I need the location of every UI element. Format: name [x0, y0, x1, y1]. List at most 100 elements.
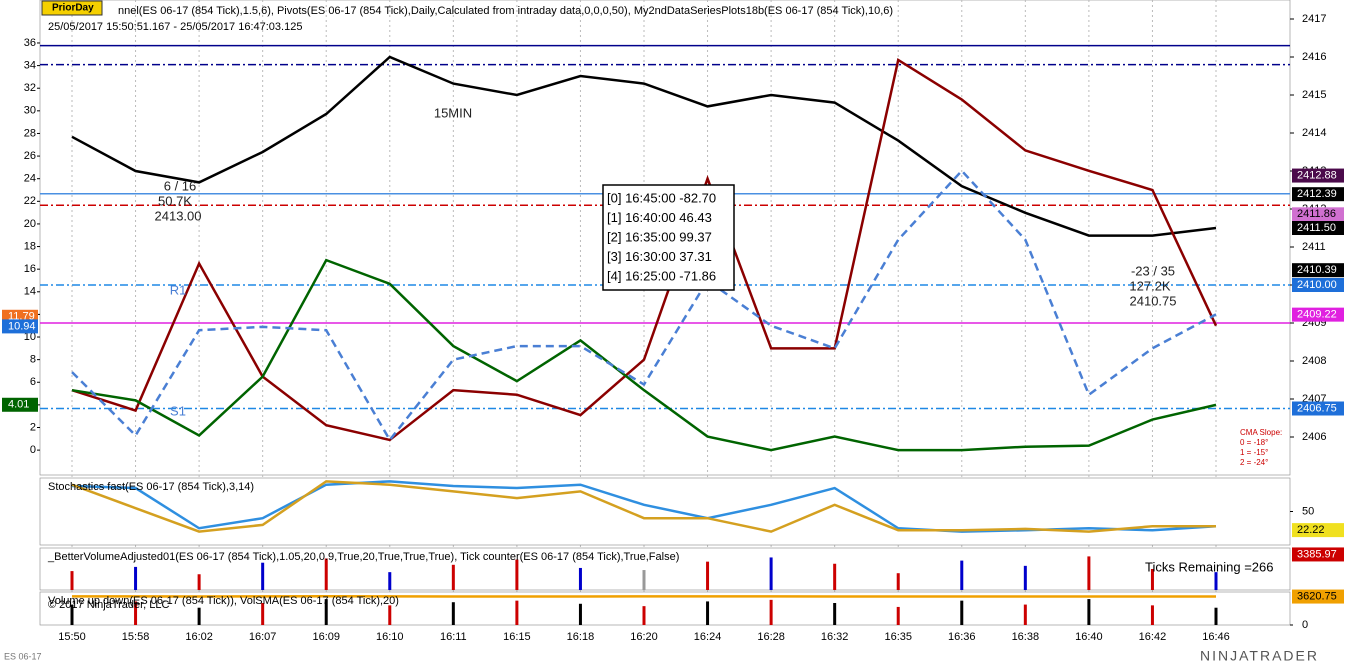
info-line: [3] 16:30:00 37.31	[607, 249, 712, 264]
bar	[451, 564, 455, 590]
price-marker-label: 2411.86	[1297, 208, 1336, 220]
y-tick-label: 50	[1302, 505, 1314, 517]
price-marker-label: 3385.97	[1297, 548, 1337, 560]
y-tick-label: 10	[24, 331, 36, 343]
bar	[388, 572, 392, 590]
price-marker	[1292, 589, 1344, 604]
price-marker	[1292, 523, 1344, 538]
price-marker	[1292, 221, 1344, 235]
x-tick-label: 16:09	[312, 631, 340, 643]
y2-tick-label: 2417	[1302, 13, 1326, 25]
bar	[134, 566, 138, 590]
x-tick-label: 16:35	[884, 631, 912, 643]
bar	[261, 562, 265, 590]
bar	[324, 558, 328, 590]
bar	[578, 567, 582, 590]
symbol: ES 06-17	[4, 651, 42, 661]
bar	[769, 557, 773, 590]
y-tick-label: 26	[24, 150, 36, 162]
bar	[1150, 569, 1154, 590]
price-marker-label: 3620.75	[1297, 590, 1337, 602]
bar	[1214, 607, 1218, 625]
price-marker	[1292, 401, 1344, 416]
y2-tick-label: 2411	[1302, 241, 1326, 253]
price-marker	[1292, 187, 1344, 202]
bar	[706, 601, 710, 625]
annotation: 2410.75	[1130, 293, 1177, 308]
x-tick-label: 16:18	[567, 631, 595, 643]
annotation: 127.2K	[1129, 278, 1171, 293]
bar	[134, 601, 138, 625]
panel	[39, 547, 1291, 591]
panel-title: nnel(ES 06-17 (854 Tick),1.5,6), Pivots(…	[118, 5, 893, 17]
ticks-remaining: Ticks Remaining =266	[1145, 559, 1274, 574]
y-tick-label: 30	[24, 105, 36, 117]
bar	[896, 606, 900, 625]
price-marker-label: 22.22	[1297, 524, 1325, 536]
bar	[769, 599, 773, 625]
bar	[515, 600, 519, 625]
bar	[578, 603, 582, 625]
info-line: [4] 16:25:00 -71.86	[607, 268, 716, 283]
info-line: [1] 16:40:00 46.43	[607, 210, 712, 225]
series-line	[71, 480, 1216, 533]
bar	[833, 603, 837, 625]
bar	[197, 607, 201, 625]
bar	[1087, 599, 1091, 625]
x-tick-label: 16:38	[1012, 631, 1040, 643]
annotation: 6 / 16	[164, 178, 197, 193]
x-tick-label: 16:15	[503, 631, 531, 643]
y-tick-label: 18	[24, 240, 36, 252]
y-tick-label: 0	[1302, 619, 1308, 631]
bar	[896, 573, 900, 590]
x-tick-label: 16:46	[1202, 631, 1230, 643]
brand: NINJATRADER	[1200, 648, 1319, 664]
x-tick-label: 16:36	[948, 631, 976, 643]
y-tick-label: 22	[24, 195, 36, 207]
bar	[1214, 572, 1218, 590]
x-tick-label: 16:24	[694, 631, 722, 643]
annotation: 50.7K	[158, 193, 192, 208]
x-tick-label: 16:11	[440, 631, 467, 643]
y-tick-label: 36	[24, 37, 36, 49]
bar	[451, 602, 455, 625]
series-line	[71, 168, 1217, 443]
price-marker-label: 2410.39	[1297, 264, 1337, 276]
panel-title: _BetterVolumeAdjusted01(ES 06-17 (854 Ti…	[47, 551, 679, 563]
price-marker-label: 2409.22	[1297, 309, 1337, 321]
price-marker-label: 2410.00	[1297, 279, 1337, 291]
bar	[324, 599, 328, 625]
y-tick-label: 8	[30, 354, 36, 366]
price-marker-label: 2411.50	[1297, 222, 1336, 234]
x-tick-label: 15:50	[58, 631, 86, 643]
x-tick-label: 15:58	[122, 631, 150, 643]
annotation: S1	[170, 403, 186, 418]
cma-slope: 0 = -18°	[1240, 438, 1268, 447]
bar	[833, 563, 837, 590]
y-tick-label: 0	[30, 444, 36, 456]
price-marker	[1292, 207, 1344, 222]
y-tick-label: 28	[24, 127, 36, 139]
price-marker	[1292, 278, 1344, 292]
annotation: R1	[170, 282, 187, 297]
left-marker	[2, 319, 38, 334]
y-tick-label: 6	[30, 376, 36, 388]
price-marker	[1292, 547, 1344, 562]
bar	[1150, 605, 1154, 625]
x-tick-label: 16:10	[376, 631, 404, 643]
x-tick-label: 16:07	[249, 631, 277, 643]
bar	[261, 603, 265, 625]
panel-title: Stochastics fast(ES 06-17 (854 Tick),3,1…	[48, 481, 254, 493]
bar	[70, 604, 74, 625]
price-marker-label: 2412.39	[1297, 188, 1337, 200]
x-tick-label: 16:20	[630, 631, 658, 643]
bar	[642, 606, 646, 625]
x-tick-label: 16:28	[757, 631, 785, 643]
bar	[1087, 556, 1091, 590]
price-marker-label: 2412.88	[1297, 169, 1337, 181]
y2-tick-label: 2416	[1302, 51, 1326, 63]
y-tick-label: 20	[24, 218, 36, 230]
annotation: -23 / 35	[1131, 263, 1175, 278]
y2-tick-label: 2406	[1302, 431, 1326, 443]
